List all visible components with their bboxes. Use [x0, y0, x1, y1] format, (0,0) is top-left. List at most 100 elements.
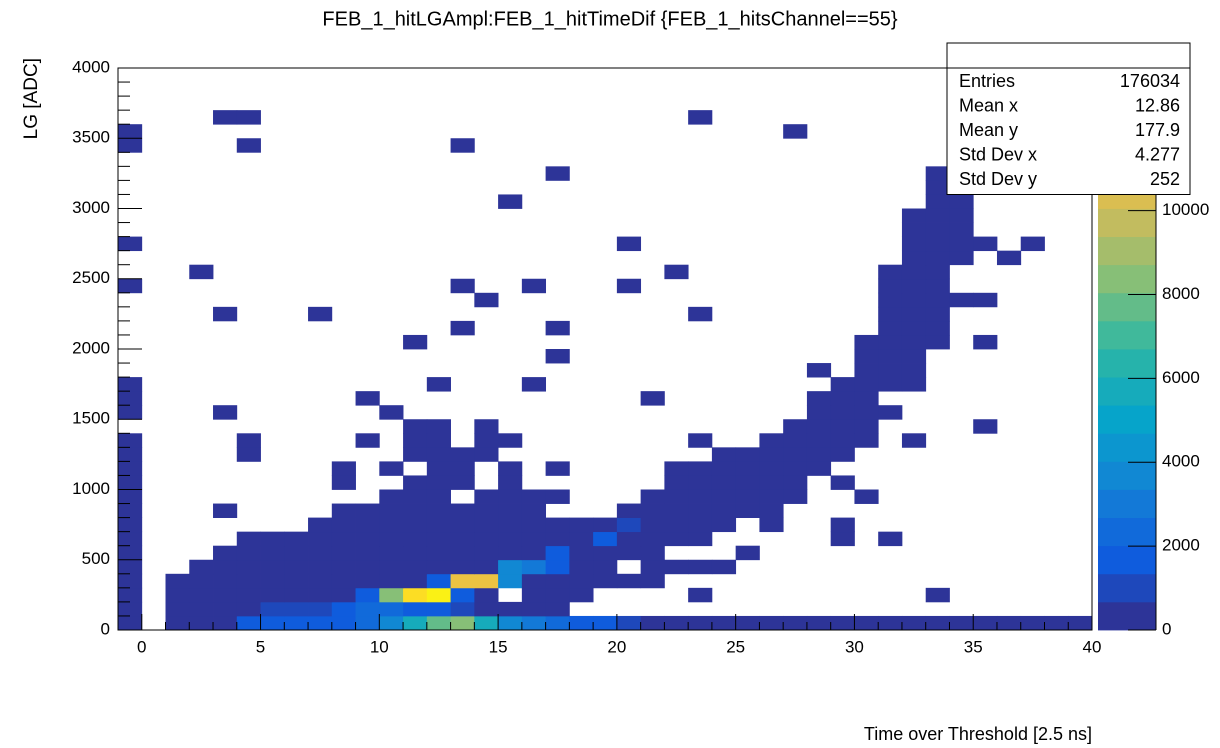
heat-cell — [403, 559, 428, 575]
heat-cell — [878, 377, 903, 392]
heat-cell — [830, 447, 855, 462]
heat-cell — [189, 615, 214, 631]
heat-cell — [925, 306, 950, 322]
heat-cell — [284, 587, 309, 603]
heat-cell — [426, 615, 451, 631]
heat-cell — [616, 531, 642, 547]
heat-cell — [450, 320, 475, 336]
heat-cell — [925, 180, 950, 195]
heat-cell — [213, 503, 238, 518]
heat-cell — [735, 489, 760, 504]
heat-cell — [664, 517, 689, 533]
heat-cell — [403, 573, 428, 589]
heat-cell — [450, 545, 475, 561]
heat-cell — [878, 531, 903, 547]
heat-cell — [783, 615, 808, 631]
palette-step — [1098, 545, 1156, 575]
heat-cell — [949, 615, 974, 631]
palette-step — [1098, 292, 1156, 322]
y-tick-label: 1500 — [72, 409, 110, 428]
heat-cell — [925, 166, 950, 181]
heat-cell — [498, 461, 523, 476]
heat-cell — [331, 587, 356, 603]
palette-step — [1098, 208, 1156, 237]
heat-cell — [640, 615, 665, 631]
heat-cell — [355, 391, 380, 406]
heat-cell — [498, 194, 523, 209]
heat-cell — [521, 559, 547, 575]
heat-cell — [521, 517, 547, 533]
palette-step — [1098, 573, 1156, 603]
palette-step — [1098, 377, 1156, 406]
heat-cell — [949, 208, 974, 223]
heat-cell — [213, 573, 238, 589]
heat-cell — [711, 615, 737, 631]
heat-cell — [213, 405, 238, 420]
heat-cell — [355, 503, 380, 518]
stats-label: Entries — [959, 71, 1015, 91]
heat-cell — [925, 320, 950, 336]
heat-cell — [308, 615, 333, 631]
heat-cell — [498, 531, 523, 547]
heat-cell — [949, 222, 974, 237]
heat-cell — [521, 377, 547, 392]
heat-cell — [331, 531, 356, 547]
x-tick-label: 25 — [726, 637, 745, 656]
heat-cell — [569, 517, 594, 533]
heat-cell — [118, 545, 143, 561]
heat-cell — [379, 615, 404, 631]
heat-cell — [450, 517, 475, 533]
heat-cell — [545, 587, 570, 603]
heat-cell — [925, 264, 950, 280]
heat-cell — [379, 461, 404, 476]
heat-cell — [236, 447, 261, 462]
heat-cell — [569, 559, 594, 575]
heat-cell — [735, 447, 760, 462]
heat-cell — [260, 615, 285, 631]
heat-cell — [925, 334, 950, 350]
heat-cell — [498, 615, 523, 631]
y-axis-label: LG [ADC] — [21, 58, 42, 139]
heat-cell — [331, 503, 356, 518]
heat-cell — [545, 573, 570, 589]
heat-cell — [213, 306, 238, 322]
heat-cell — [165, 573, 190, 589]
heat-cell — [118, 601, 143, 617]
heat-cell — [426, 587, 451, 603]
heat-cell — [331, 559, 356, 575]
heat-cell — [213, 601, 238, 617]
palette-step — [1098, 433, 1156, 462]
heat-cell — [118, 475, 143, 490]
heat-cell — [949, 236, 974, 252]
heat-cell — [616, 545, 642, 561]
heat-cell — [118, 559, 143, 575]
x-tick-label: 10 — [370, 637, 389, 656]
heat-cell — [973, 334, 998, 350]
heat-cell — [806, 419, 832, 434]
heat-cell — [878, 320, 903, 336]
heat-cell — [165, 587, 190, 603]
heat-cell — [331, 517, 356, 533]
heat-cell — [521, 545, 547, 561]
heat-cell — [236, 573, 261, 589]
heat-cell — [118, 278, 143, 294]
heat-cell — [379, 489, 404, 504]
heat-cell — [901, 292, 927, 308]
stats-label: Std Dev y — [959, 169, 1037, 189]
heat-cell — [593, 517, 618, 533]
heat-cell — [426, 601, 451, 617]
heat-cell — [901, 236, 927, 252]
heat-cell — [688, 615, 713, 631]
heat-cell — [711, 503, 737, 518]
heat-cell — [901, 222, 927, 237]
heat-cell — [379, 601, 404, 617]
heat-cell — [379, 531, 404, 547]
x-tick-label: 35 — [964, 637, 983, 656]
heat-cell — [545, 461, 570, 476]
heat-cell — [616, 278, 642, 294]
heat-cell — [854, 433, 879, 448]
heat-cell — [901, 208, 927, 223]
heat-cell — [379, 545, 404, 561]
heat-cell — [450, 503, 475, 518]
heat-cell — [426, 503, 451, 518]
